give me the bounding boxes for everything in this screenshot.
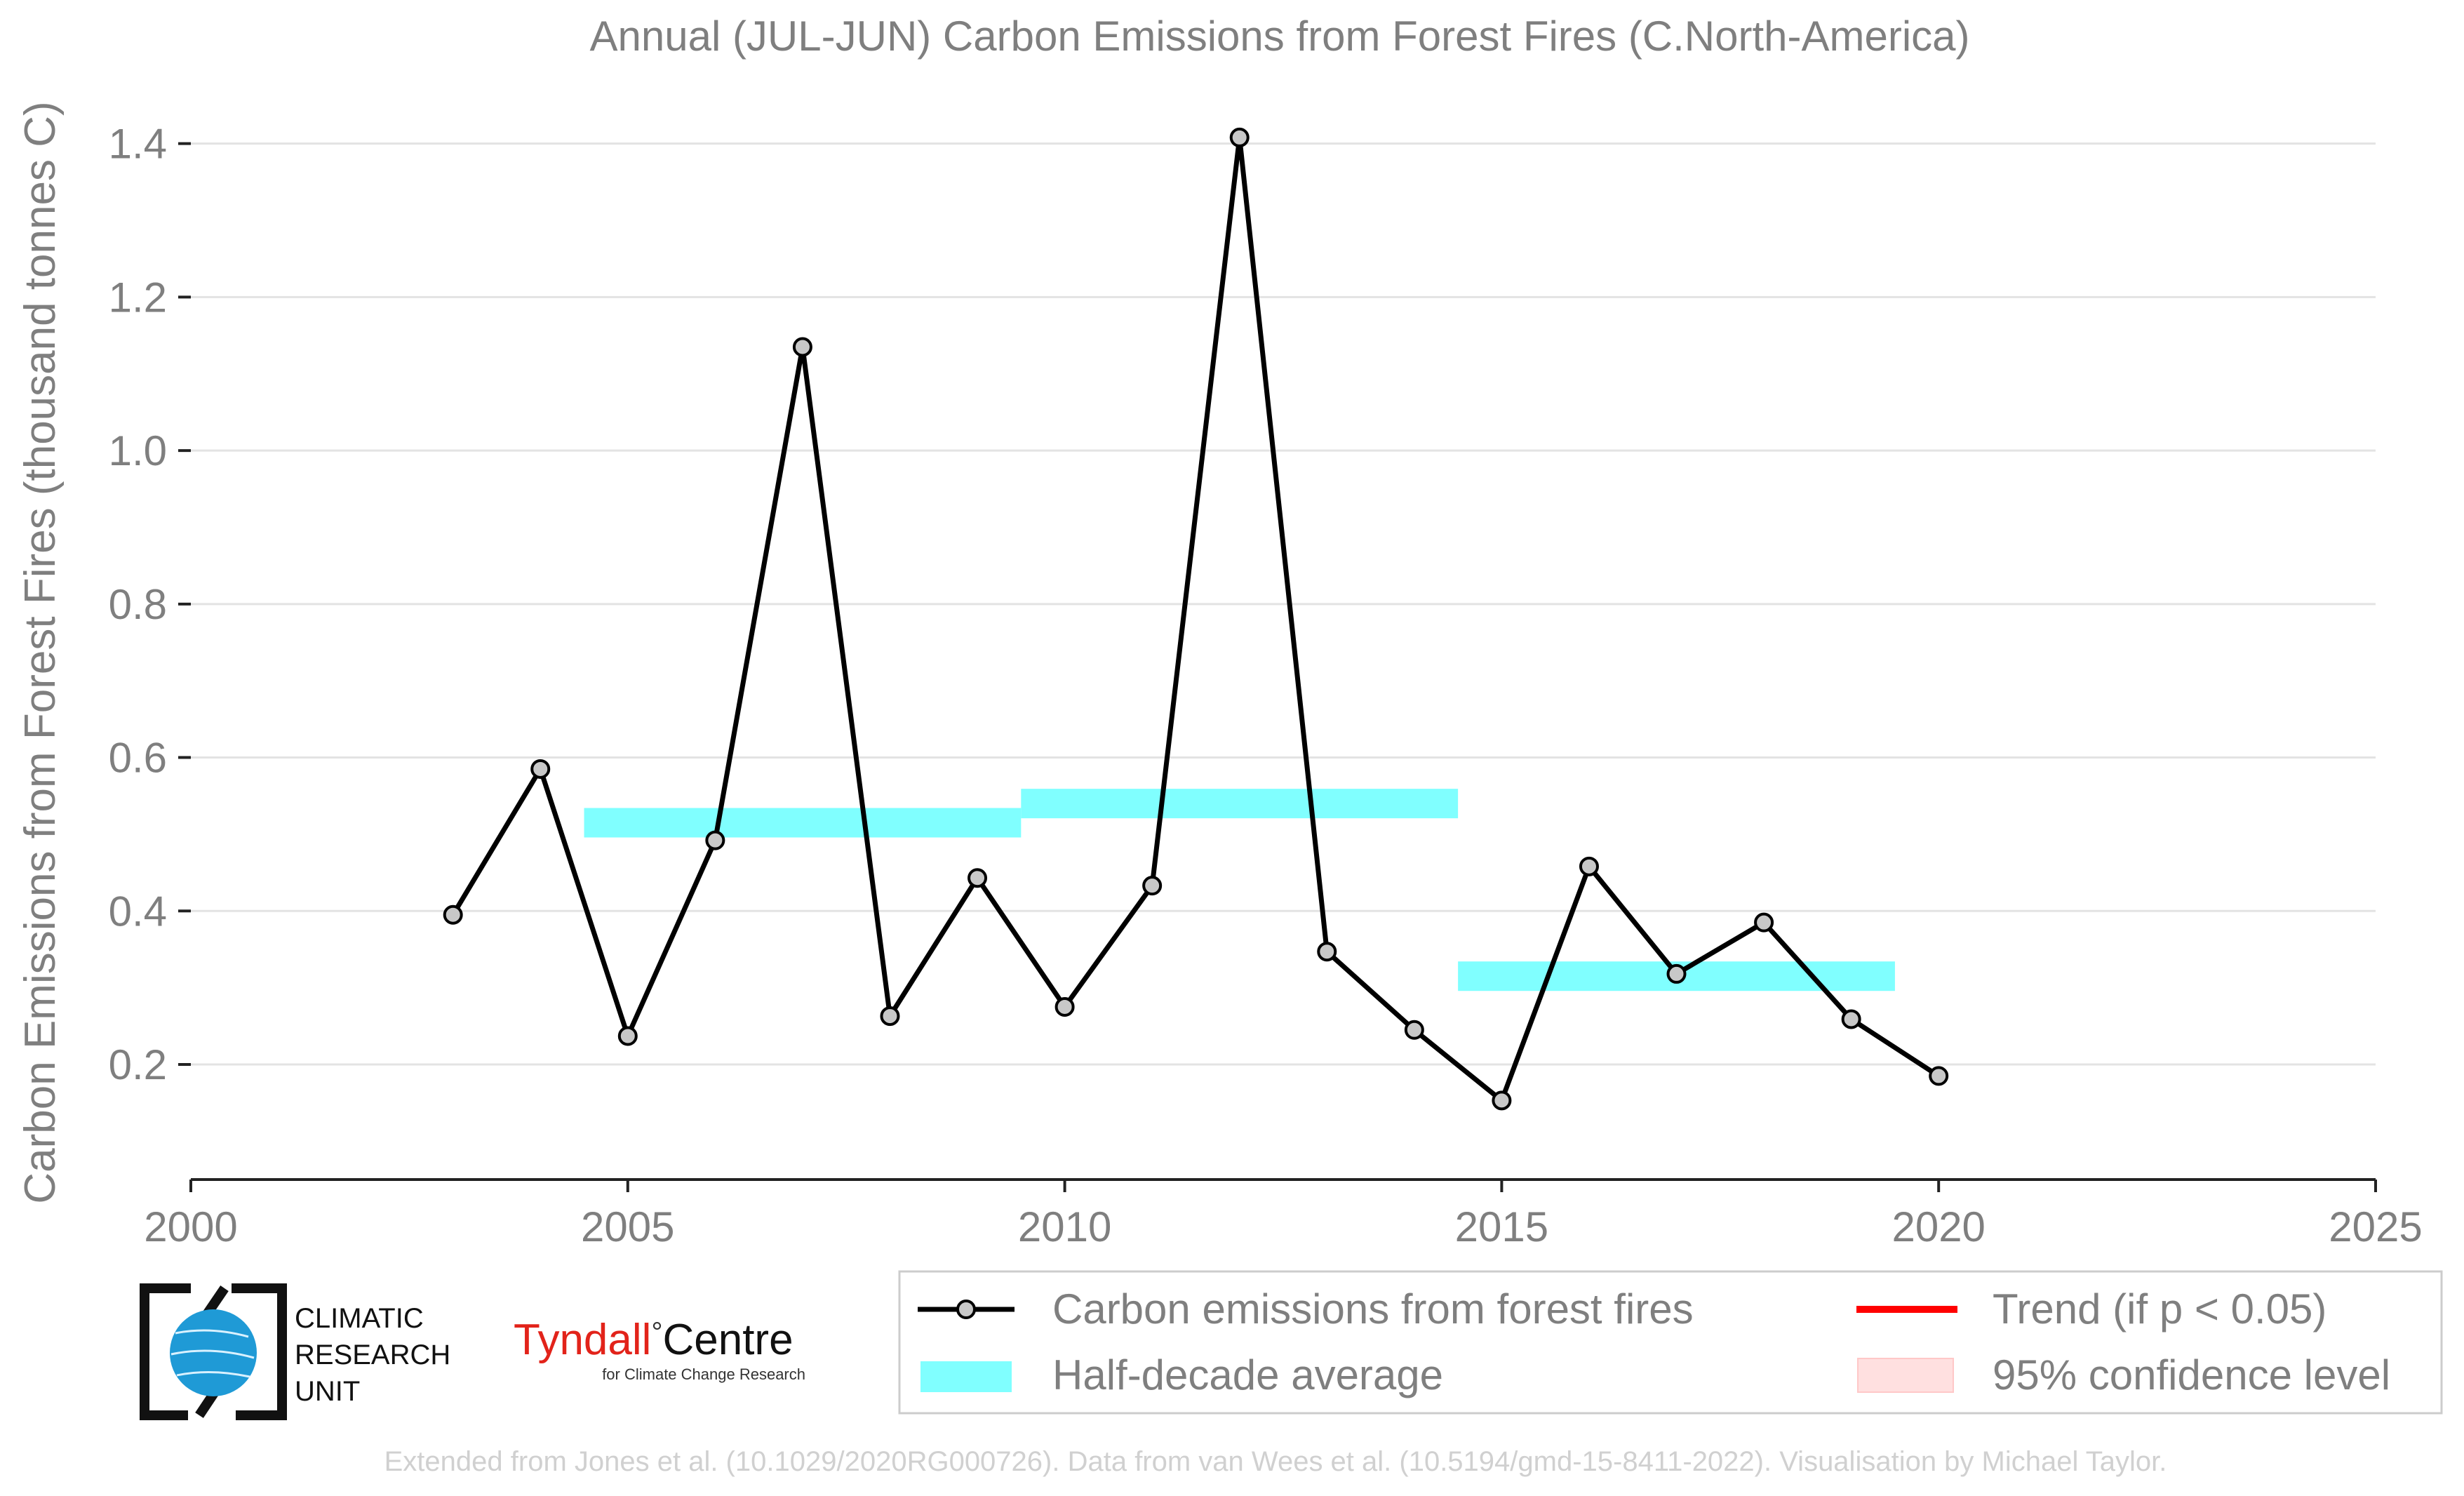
legend-frame (898, 1270, 2443, 1415)
data-point (1929, 1066, 1949, 1086)
half-decade-band (1021, 789, 1459, 819)
data-point (705, 830, 725, 850)
data-point (880, 1006, 900, 1027)
series-markers (443, 127, 1949, 1111)
cru-logo: CLIMATIC RESEARCH UNIT (140, 1283, 450, 1420)
data-point (1054, 996, 1075, 1017)
y-axis: 0.2 0.4 0.6 0.8 1.0 1.2 1.4 (109, 121, 191, 1088)
data-point (1492, 1090, 1512, 1111)
data-point (1579, 856, 1599, 876)
chart-title: Annual (JUL-JUN) Carbon Emissions from F… (589, 13, 1969, 60)
data-point (967, 868, 988, 888)
legend-swatch-half-decade (920, 1361, 1012, 1392)
series-line (450, 135, 1941, 1103)
legend-marker-series (956, 1300, 976, 1319)
y-tick-label: 1.4 (109, 121, 167, 168)
y-axis-label: Carbon Emissions from Forest Fires (thou… (16, 101, 65, 1203)
data-point (1666, 963, 1687, 984)
tyndall-degree: ° (651, 1317, 662, 1348)
x-tick-label: 2005 (581, 1203, 674, 1250)
legend-label-half-decade: Half-decade average (1052, 1351, 1443, 1398)
series-line-layer (450, 135, 1941, 1103)
legend: Carbon emissions from forest fires Trend… (898, 1270, 2443, 1415)
data-point (1404, 1020, 1424, 1040)
x-axis: 2000 2005 2010 2015 2020 2025 (144, 1178, 2423, 1250)
plot-area: 0.20.40.60.81.01.21.4 2000 2005 2010 2015 20… (109, 121, 2423, 1250)
y-tick-label: 0.4 (109, 888, 167, 935)
legend-label-series: Carbon emissions from forest fires (1052, 1285, 1694, 1333)
data-point (1142, 876, 1163, 896)
tyndall-logo: Tyndall°Centre for Climate Change Resear… (514, 1316, 805, 1383)
y-tick-label: 0.8 (109, 581, 167, 628)
data-point (1841, 1009, 1861, 1029)
y-tick-label: 0.2 (109, 1041, 167, 1088)
cru-logo-frame (140, 1283, 287, 1420)
legend-label-trend: Trend (if p < 0.05) (1993, 1285, 2326, 1333)
x-tick-label: 2015 (1455, 1203, 1548, 1250)
y-tick-label: 1.2 (109, 274, 167, 321)
legend-swatch-confidence (1857, 1358, 1954, 1393)
footer-credit: Extended from Jones et al. (10.1029/2020… (384, 1446, 2167, 1477)
tyndall-name: Tyndall (514, 1316, 651, 1364)
globe-lines (170, 1329, 255, 1378)
half-decade-bands (584, 789, 1895, 991)
half-decade-band (584, 808, 1022, 838)
data-point (443, 904, 463, 925)
legend-label-confidence: 95% confidence level (1993, 1351, 2390, 1398)
x-tick-label: 2020 (1891, 1203, 1985, 1250)
data-point (617, 1026, 638, 1046)
y-tick-label: 1.0 (109, 427, 167, 474)
cru-logo-line2: RESEARCH (295, 1340, 450, 1370)
x-tick-label: 2000 (144, 1203, 237, 1250)
data-point (1317, 942, 1337, 962)
data-point (1229, 127, 1250, 147)
cru-logo-line3: UNIT (295, 1376, 360, 1407)
data-point (530, 759, 551, 779)
cru-logo-line1: CLIMATIC (295, 1303, 424, 1334)
tyndall-logo-wordmark: Tyndall°Centre (514, 1316, 794, 1364)
y-tick-label: 0.6 (109, 735, 167, 782)
data-point (792, 337, 812, 357)
tyndall-tagline: for Climate Change Research (602, 1365, 805, 1383)
grid-lines (191, 142, 2376, 1066)
x-tick-label: 2025 (2329, 1203, 2422, 1250)
data-point (1754, 912, 1774, 933)
tyndall-centre: Centre (662, 1316, 793, 1364)
x-tick-label: 2010 (1018, 1203, 1111, 1250)
